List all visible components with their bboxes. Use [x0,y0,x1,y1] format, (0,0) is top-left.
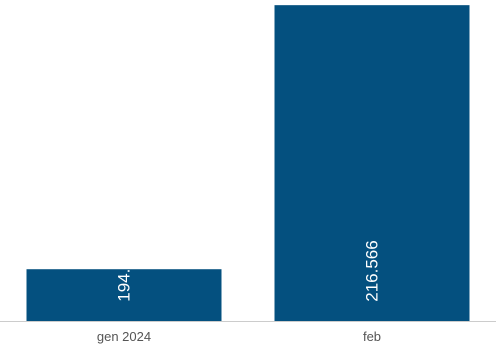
x-tick-labels: gen 2024 feb [97,329,381,344]
bars: 194.356 216.566 [26,5,470,321]
bar-value-label-1: 216.566 [363,240,382,301]
bar-value-label-0: 194.356 [115,240,134,301]
bar-1 [274,5,470,321]
x-tick-label-1: feb [363,329,381,344]
bar-0 [26,269,222,321]
x-tick-label-0: gen 2024 [97,329,151,344]
